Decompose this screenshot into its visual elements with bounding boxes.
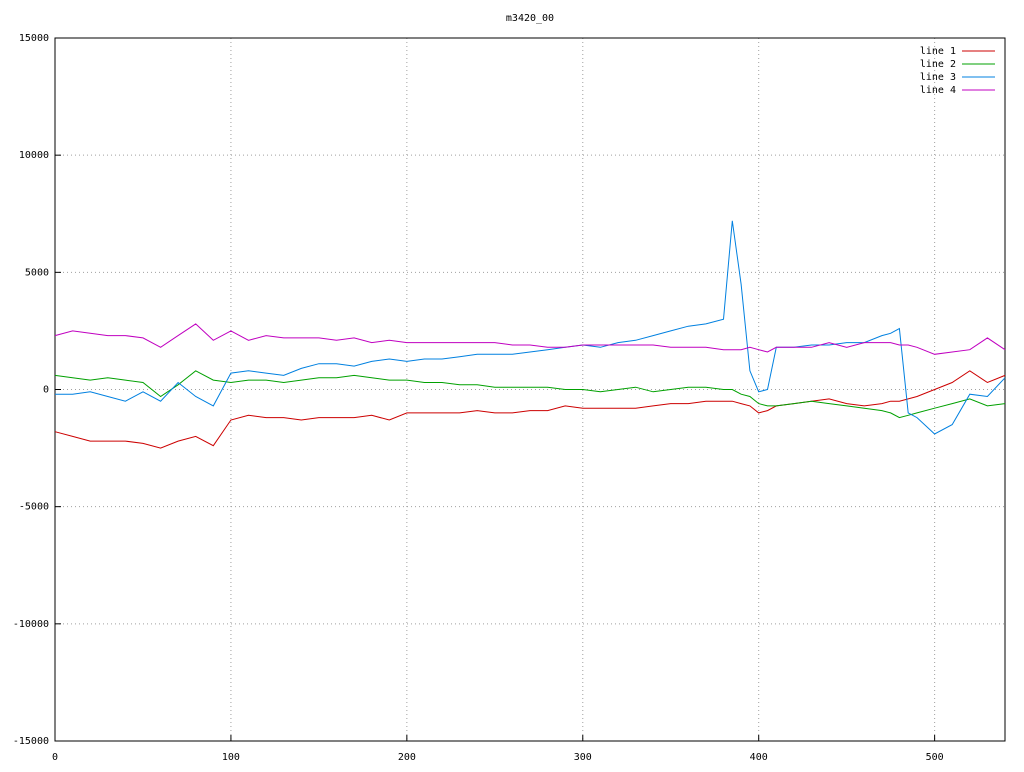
- chart-title: m3420_00: [506, 13, 554, 24]
- y-tick-label: 15000: [19, 33, 49, 44]
- x-tick-label: 500: [926, 752, 944, 763]
- y-tick-label: 5000: [25, 267, 49, 278]
- legend-label: line 3: [920, 72, 956, 83]
- legend-label: line 4: [920, 85, 956, 96]
- x-tick-label: 100: [222, 752, 240, 763]
- x-tick-label: 0: [52, 752, 58, 763]
- series-line: [54, 370, 1006, 449]
- x-tick-label: 400: [750, 752, 768, 763]
- legend-label: line 1: [920, 46, 956, 57]
- x-tick-label: 300: [574, 752, 592, 763]
- y-tick-label: -15000: [13, 736, 49, 747]
- y-tick-label: -10000: [13, 619, 49, 630]
- y-tick-label: 10000: [19, 150, 49, 161]
- y-tick-label: 0: [43, 385, 49, 396]
- series-line: [54, 370, 1006, 419]
- y-tick-label: -5000: [19, 502, 49, 513]
- plot-frame: [54, 37, 1006, 742]
- series-line: [54, 323, 1006, 355]
- x-tick-label: 200: [398, 752, 416, 763]
- legend-label: line 2: [920, 59, 956, 70]
